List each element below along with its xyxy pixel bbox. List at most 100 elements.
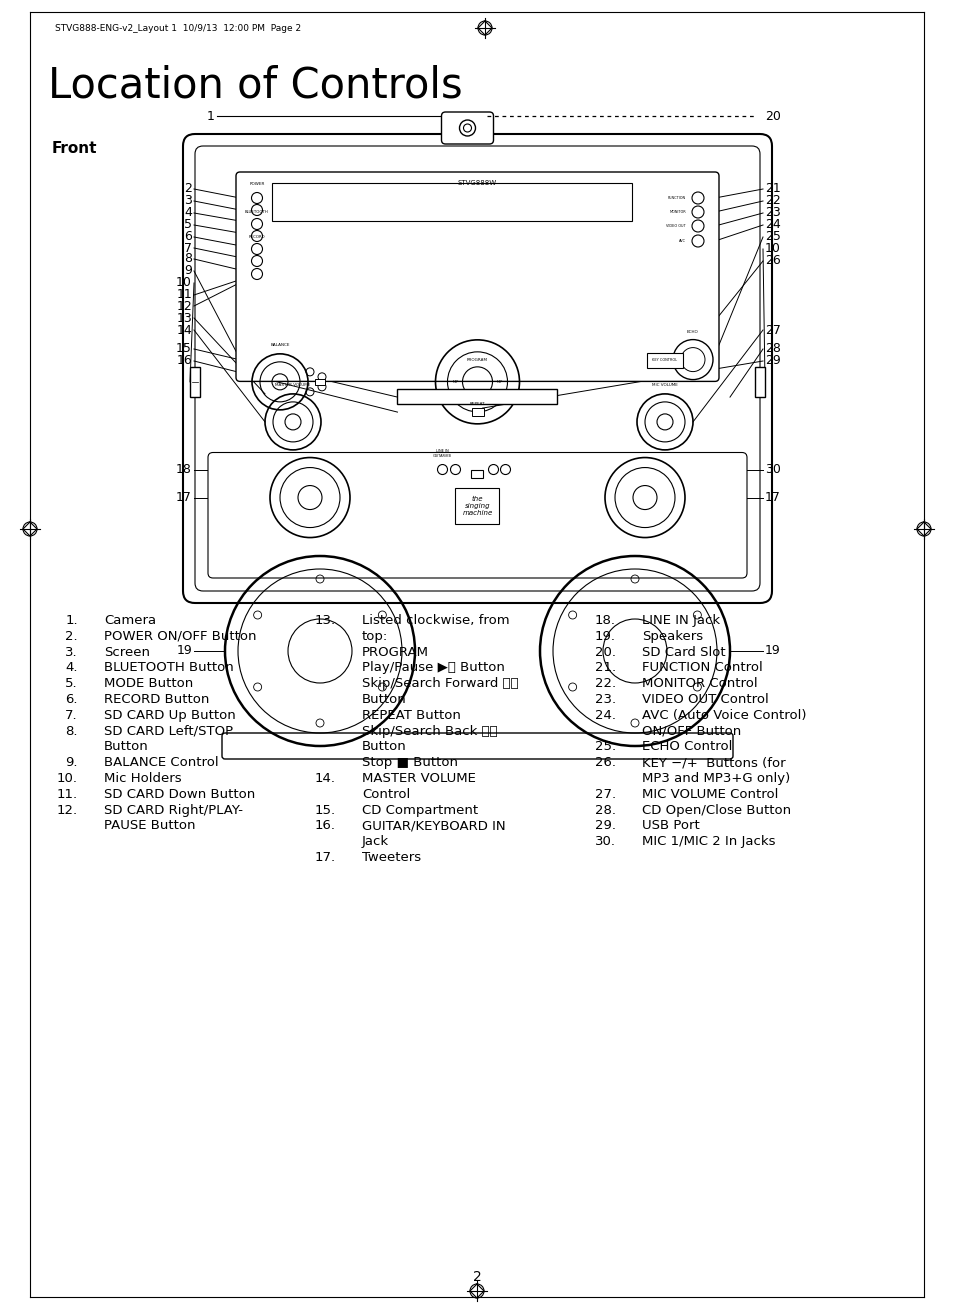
Bar [754, 367, 764, 397]
Text: AVC (Auto Voice Control): AVC (Auto Voice Control) [641, 708, 805, 721]
Text: 20.: 20. [595, 645, 616, 658]
Text: GUITAR/KEYBOARD IN: GUITAR/KEYBOARD IN [361, 819, 505, 833]
Text: M.P: M.P [452, 380, 458, 384]
Text: 11: 11 [176, 288, 192, 301]
Text: 21.: 21. [595, 661, 616, 674]
Text: 10: 10 [764, 242, 781, 255]
Text: MONITOR Control: MONITOR Control [641, 677, 757, 690]
Text: 7.: 7. [66, 708, 78, 721]
Text: 23: 23 [764, 207, 780, 220]
Text: MONITOR: MONITOR [669, 209, 685, 213]
Text: 18: 18 [176, 463, 192, 476]
Text: 24: 24 [764, 219, 780, 232]
Text: LINE IN Jack: LINE IN Jack [641, 614, 720, 627]
Text: M.P: M.P [496, 380, 502, 384]
Text: RECORD: RECORD [249, 236, 265, 240]
Text: Speakers: Speakers [641, 630, 702, 643]
FancyBboxPatch shape [222, 733, 732, 759]
Text: 17: 17 [764, 491, 781, 504]
Text: KEY CONTROL: KEY CONTROL [652, 357, 677, 361]
Text: 20: 20 [764, 110, 781, 123]
Text: the
singing
machine: the singing machine [462, 496, 492, 517]
Text: ECHO: ECHO [686, 330, 699, 334]
Text: CD Open/Close Button: CD Open/Close Button [641, 804, 790, 817]
Text: 8.: 8. [66, 725, 78, 737]
Bar [272, 183, 631, 221]
Text: VIDEO OUT Control: VIDEO OUT Control [641, 692, 768, 706]
Text: MP3 and MP3+G only): MP3 and MP3+G only) [641, 772, 789, 785]
Text: 27: 27 [764, 323, 781, 336]
Text: SD Card Slot: SD Card Slot [641, 645, 725, 658]
Text: Listed clockwise, from: Listed clockwise, from [361, 614, 509, 627]
Text: Play/Pause ▶⏸ Button: Play/Pause ▶⏸ Button [361, 661, 504, 674]
Text: 29.: 29. [595, 819, 616, 833]
Text: PAUSE Button: PAUSE Button [104, 819, 195, 833]
Text: BALANCE: BALANCE [270, 343, 290, 347]
Text: 13: 13 [176, 312, 192, 325]
Text: 26: 26 [764, 254, 780, 267]
Text: 29: 29 [764, 355, 780, 368]
Text: MODE Button: MODE Button [104, 677, 193, 690]
Text: 15.: 15. [314, 804, 335, 817]
Text: 3: 3 [184, 195, 192, 208]
Text: 30.: 30. [595, 835, 616, 848]
Text: 22.: 22. [595, 677, 616, 690]
Text: 2: 2 [184, 182, 192, 195]
Text: SD CARD Down Button: SD CARD Down Button [104, 788, 255, 801]
Text: 16: 16 [176, 355, 192, 368]
Text: SD CARD Up Button: SD CARD Up Button [104, 708, 235, 721]
Text: KEY −/+  Buttons (for: KEY −/+ Buttons (for [641, 757, 785, 770]
Text: MASTER VOLUME: MASTER VOLUME [361, 772, 476, 785]
Text: REPEAT Button: REPEAT Button [361, 708, 460, 721]
Text: AVC: AVC [679, 240, 685, 243]
Text: 10.: 10. [57, 772, 78, 785]
Bar [646, 352, 682, 368]
Text: VIDEO OUT: VIDEO OUT [666, 224, 685, 228]
FancyBboxPatch shape [208, 453, 746, 579]
Text: 10: 10 [176, 276, 192, 289]
Text: 5.: 5. [66, 677, 78, 690]
Text: 12: 12 [176, 300, 192, 313]
Text: Jack: Jack [361, 835, 389, 848]
Text: 27.: 27. [595, 788, 616, 801]
Text: 6: 6 [184, 230, 192, 243]
Text: Button: Button [104, 741, 149, 754]
Text: Skip/Search Forward ⏭⏭: Skip/Search Forward ⏭⏭ [361, 677, 518, 690]
Text: 9.: 9. [66, 757, 78, 770]
Text: PROGRAM: PROGRAM [467, 357, 488, 361]
Text: 24.: 24. [595, 708, 616, 721]
Text: FUNCTION Control: FUNCTION Control [641, 661, 762, 674]
Bar [190, 367, 200, 397]
Text: Front: Front [52, 141, 97, 156]
Text: 16.: 16. [314, 819, 335, 833]
Text: 14.: 14. [314, 772, 335, 785]
Text: Camera: Camera [104, 614, 156, 627]
Text: Location of Controls: Location of Controls [48, 64, 462, 106]
Bar [314, 378, 325, 385]
Bar [471, 470, 483, 478]
Text: CD Compartment: CD Compartment [361, 804, 477, 817]
Text: MASTER VOLUME: MASTER VOLUME [275, 384, 311, 387]
Text: 4.: 4. [66, 661, 78, 674]
Text: 11.: 11. [57, 788, 78, 801]
Text: 15: 15 [176, 343, 192, 356]
Text: STVG888-ENG-v2_Layout 1  10/9/13  12:00 PM  Page 2: STVG888-ENG-v2_Layout 1 10/9/13 12:00 PM… [55, 24, 301, 33]
Text: 23.: 23. [595, 692, 616, 706]
Text: 1: 1 [207, 110, 214, 123]
Text: POWER: POWER [249, 182, 264, 186]
Text: 5: 5 [184, 219, 192, 232]
FancyBboxPatch shape [235, 171, 719, 381]
Text: 19: 19 [764, 644, 780, 657]
Text: 19.: 19. [595, 630, 616, 643]
Text: STVG888W: STVG888W [457, 181, 497, 186]
Text: 22: 22 [764, 195, 780, 208]
Text: 19: 19 [176, 644, 192, 657]
Text: 25.: 25. [595, 741, 616, 754]
Text: Tweeters: Tweeters [361, 851, 420, 864]
Text: MIC VOLUME: MIC VOLUME [652, 384, 678, 387]
Text: 2.: 2. [66, 630, 78, 643]
Text: ECHO Control: ECHO Control [641, 741, 732, 754]
Text: 8: 8 [184, 253, 192, 266]
FancyBboxPatch shape [441, 113, 493, 144]
Text: 7: 7 [184, 241, 192, 254]
